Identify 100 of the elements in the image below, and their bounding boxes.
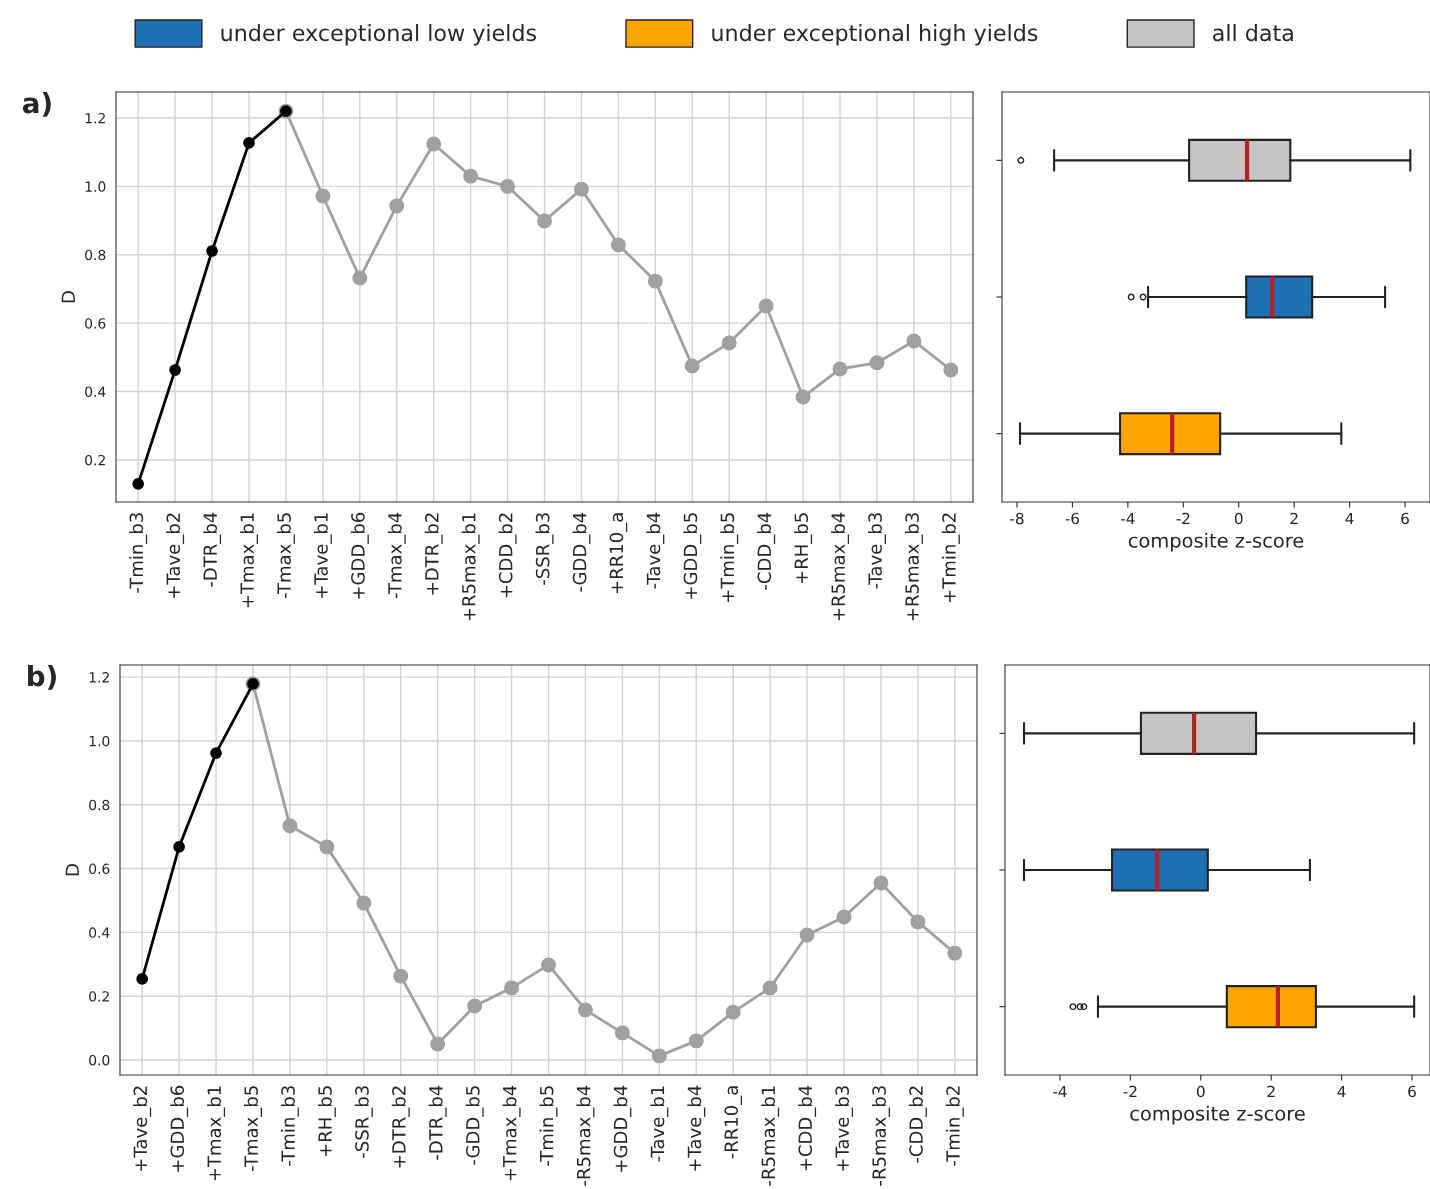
point [832, 361, 848, 377]
x-tick-label: -GDD_b5 [465, 1086, 484, 1165]
point [319, 839, 335, 855]
point [393, 968, 409, 984]
point [906, 333, 922, 349]
point [873, 875, 889, 891]
x-tick-label: -Tmax_b5 [243, 1086, 262, 1172]
x-tick-label: -4 [1120, 512, 1135, 525]
x-tick-label: +Tave_b3 [835, 1086, 854, 1171]
y-tick-label: 0.8 [89, 799, 110, 811]
point [352, 270, 368, 286]
point [500, 178, 516, 194]
y-tick-label: 0.6 [89, 863, 110, 875]
x-tick-label: +R5max_b3 [904, 513, 923, 621]
x-axis-title: composite z-score [1128, 532, 1304, 552]
x-tick-label: +Tmax_b1 [207, 1086, 226, 1181]
point [910, 914, 926, 930]
x-tick-label: -Tmax_b5 [276, 513, 295, 599]
point [795, 389, 811, 405]
x-tick-label: -Tave_b3 [867, 513, 886, 589]
x-tick-label: +R5max_b1 [461, 513, 480, 621]
chart-title: b) [28, 665, 56, 690]
point [282, 818, 298, 834]
point [651, 1048, 667, 1064]
point [610, 237, 626, 253]
y-tick-label: 0.2 [89, 991, 109, 1002]
x-tick-label: +CDD_b2 [498, 513, 517, 598]
x-tick-label: +Tave_b2 [133, 1086, 152, 1171]
y-axis-title: D [61, 291, 75, 303]
x-tick-label: +GDD_b4 [613, 1085, 632, 1172]
x-tick-label: -Tmin_b3 [129, 513, 148, 593]
x-tick-label: +Tave_b1 [313, 513, 332, 598]
x-tick-label: 2 [1267, 1085, 1275, 1098]
point [504, 980, 520, 996]
y-tick-label: 0.4 [89, 927, 110, 938]
x-tick-label: +Tmax_b1 [239, 513, 258, 608]
point [356, 895, 372, 911]
y-tick-label: 1.0 [89, 735, 110, 747]
x-tick-label: 6 [1401, 512, 1409, 525]
point [836, 909, 852, 925]
x-tick-label: 0 [1234, 512, 1243, 525]
x-tick-label: +GDD_b5 [683, 513, 702, 599]
x-tick-label: -2 [1123, 1085, 1137, 1098]
x-tick-label: -Tmin_b5 [539, 1086, 558, 1166]
x-tick-label: -8 [1010, 512, 1024, 525]
x-tick-label: -Tmin_b3 [280, 1086, 299, 1166]
y-tick-label: 0.2 [85, 454, 105, 466]
point [725, 1004, 741, 1020]
x-tick-label: +RR10_a [609, 513, 628, 594]
point [173, 841, 185, 853]
point [315, 188, 331, 204]
legend-label: under exceptional high yields [712, 24, 1038, 46]
x-tick-label: +R5max_b4 [831, 512, 850, 621]
point [947, 945, 963, 961]
x-tick-label: -SSR_b3 [354, 1086, 373, 1158]
point [688, 1033, 704, 1049]
x-tick-label: -DTR_b4 [428, 1085, 447, 1160]
x-tick-label: +GDD_b6 [350, 512, 369, 599]
point [684, 358, 700, 374]
y-tick-label: 0.0 [89, 1054, 110, 1066]
point [430, 1036, 446, 1052]
point [136, 973, 149, 985]
x-tick-label: +Tave_b2 [166, 513, 185, 598]
y-tick-label: 0.6 [85, 318, 106, 329]
x-tick-label: +DTR_b2 [391, 1086, 410, 1168]
x-tick-label: +GDD_b6 [170, 1085, 189, 1172]
x-tick-label: -R5max_b1 [761, 1086, 780, 1186]
point [573, 181, 589, 197]
x-tick-label: 0 [1196, 1085, 1205, 1098]
x-tick-label: -Tmax_b4 [387, 512, 406, 599]
x-tick-label: +Tmin_b5 [720, 513, 739, 602]
x-tick-label: 2 [1290, 512, 1298, 525]
x-tick-label: -4 [1053, 1085, 1067, 1098]
x-tick-label: +Tave_b4 [687, 1085, 706, 1171]
point [132, 478, 145, 490]
point [206, 245, 218, 257]
point [243, 137, 255, 149]
x-tick-label: -6 [1065, 512, 1080, 525]
x-tick-label: -CDD_b4 [757, 512, 776, 590]
x-tick-label: -R5max_b3 [871, 1086, 890, 1186]
x-tick-label: +RH_b5 [794, 513, 813, 584]
x-tick-label: -2 [1176, 512, 1190, 525]
x-tick-label: +RH_b5 [317, 1086, 336, 1157]
x-tick-label: -R5max_b4 [576, 1085, 595, 1186]
point [762, 980, 778, 996]
point [537, 213, 552, 229]
x-tick-label: 4 [1337, 1085, 1346, 1098]
y-axis-title: D [65, 864, 79, 876]
x-tick-label: -CDD_b2 [908, 1086, 927, 1163]
point [943, 362, 959, 378]
point [426, 136, 442, 152]
x-tick-label: -SSR_b3 [535, 513, 554, 585]
point [463, 168, 479, 184]
x-tick-label: -DTR_b4 [203, 512, 222, 587]
point [389, 198, 405, 214]
point [721, 335, 737, 351]
x-tick-label: +Tmin_b2 [941, 513, 960, 602]
x-tick-label: -Tmin_b2 [945, 1086, 964, 1166]
point [647, 273, 663, 289]
x-axis-title: composite z-score [1130, 1105, 1305, 1125]
